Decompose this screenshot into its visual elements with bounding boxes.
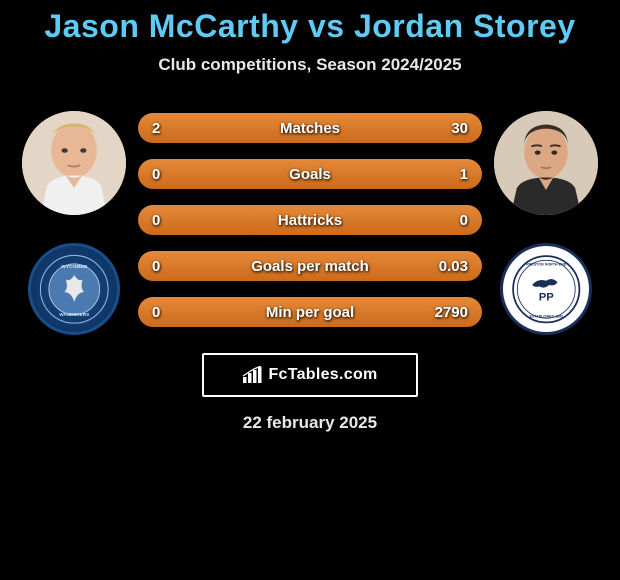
stat-row: 0 Goals per match 0.03 [138, 251, 482, 281]
stat-value-left: 0 [152, 304, 192, 321]
right-side: PP PRESTON NORTH END ESTABLISHED 1880 [494, 99, 598, 335]
preston-badge-icon: PP PRESTON NORTH END ESTABLISHED 1880 [511, 254, 582, 325]
club-badge-left: WYCOMBE WANDERERS [28, 243, 120, 335]
page-title: Jason McCarthy vs Jordan Storey [0, 8, 620, 45]
bar-chart-icon [242, 366, 264, 384]
avatar-silhouette-icon [494, 111, 598, 215]
wycombe-badge-icon: WYCOMBE WANDERERS [39, 254, 110, 325]
stat-label: Hattricks [278, 212, 342, 229]
stat-row: 0 Hattricks 0 [138, 205, 482, 235]
stat-value-left: 0 [152, 166, 192, 183]
svg-text:WYCOMBE: WYCOMBE [61, 264, 88, 270]
avatar-silhouette-icon [22, 111, 126, 215]
stat-value-left: 0 [152, 212, 192, 229]
svg-text:WANDERERS: WANDERERS [59, 312, 89, 317]
stat-value-right: 30 [428, 120, 468, 137]
player-left-avatar [22, 111, 126, 215]
stat-value-right: 2790 [428, 304, 468, 321]
svg-text:PRESTON NORTH END: PRESTON NORTH END [526, 262, 567, 266]
stat-value-right: 0.03 [428, 258, 468, 275]
main-row: WYCOMBE WANDERERS 2 Matches 30 0 Goals 1 0 Hatt… [0, 99, 620, 335]
stat-value-left: 2 [152, 120, 192, 137]
stat-row: 2 Matches 30 [138, 113, 482, 143]
stat-label: Goals [289, 166, 331, 183]
club-badge-right: PP PRESTON NORTH END ESTABLISHED 1880 [500, 243, 592, 335]
badge-pp-text: PP [538, 291, 554, 303]
stats-column: 2 Matches 30 0 Goals 1 0 Hattricks 0 0 Goals per m… [138, 99, 482, 327]
svg-text:ESTABLISHED 1880: ESTABLISHED 1880 [529, 314, 562, 318]
stat-row: 0 Goals 1 [138, 159, 482, 189]
stat-label: Min per goal [266, 304, 354, 321]
stat-value-right: 0 [428, 212, 468, 229]
left-side: WYCOMBE WANDERERS [22, 99, 126, 335]
comparison-card: Jason McCarthy vs Jordan Storey Club com… [0, 0, 620, 433]
brand-text: FcTables.com [268, 366, 377, 384]
stat-row: 0 Min per goal 2790 [138, 297, 482, 327]
stat-label: Goals per match [251, 258, 369, 275]
player-right-avatar [494, 111, 598, 215]
stat-label: Matches [280, 120, 340, 137]
stat-value-left: 0 [152, 258, 192, 275]
subtitle: Club competitions, Season 2024/2025 [0, 55, 620, 75]
stat-value-right: 1 [428, 166, 468, 183]
date-text: 22 february 2025 [0, 413, 620, 433]
brand-box: FcTables.com [202, 353, 418, 397]
